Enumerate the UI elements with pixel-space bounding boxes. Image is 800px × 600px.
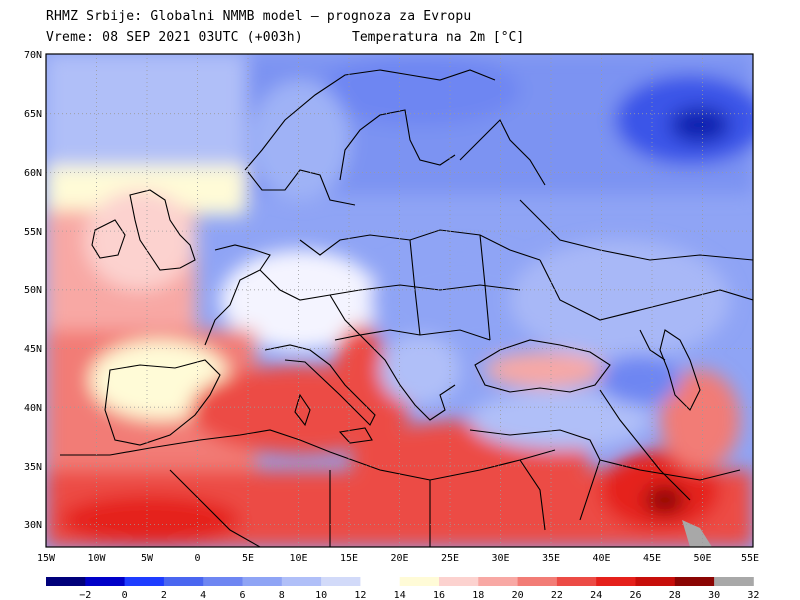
- lat-label: 30N: [24, 520, 42, 531]
- colorbar-swatch: [124, 577, 165, 586]
- colorbar-swatch: [321, 577, 361, 586]
- colorbar-swatch: [85, 577, 125, 586]
- colorbar-swatch: [517, 577, 558, 586]
- lon-label: 25E: [441, 553, 459, 564]
- colorbar-swatch: [674, 577, 715, 586]
- colorbar-label: 4: [200, 590, 206, 600]
- colorbar-label: 8: [279, 590, 285, 600]
- lon-label: 15E: [340, 553, 358, 564]
- colorbar-label: 32: [747, 590, 759, 600]
- lon-label: 55E: [741, 553, 759, 564]
- colorbar-swatch: [556, 577, 597, 586]
- colorbar-swatch: [242, 577, 283, 586]
- colorbar-swatch: [635, 577, 676, 586]
- lat-label: 50N: [24, 285, 42, 296]
- colorbar-label: 26: [629, 590, 641, 600]
- lon-label: 5E: [242, 553, 254, 564]
- lon-label: 0: [194, 553, 200, 564]
- colorbar-label: 22: [551, 590, 563, 600]
- colorbar-label: 6: [239, 590, 245, 600]
- colorbar-label: 2: [161, 590, 167, 600]
- colorbar-label: 24: [590, 590, 602, 600]
- lon-label: 40E: [592, 553, 610, 564]
- colorbar-swatch: [714, 577, 754, 586]
- variable-label: Temperatura na 2m [°C]: [352, 30, 525, 45]
- colorbar-swatch: [281, 577, 322, 586]
- colorbar-label: 30: [708, 590, 720, 600]
- colorbar-label: 28: [669, 590, 681, 600]
- lon-label: 35E: [542, 553, 560, 564]
- lon-label: 45E: [643, 553, 661, 564]
- lon-label: 20E: [390, 553, 408, 564]
- latitude-labels: 70N 65N 60N 55N 50N 45N 40N 35N 30N: [24, 50, 42, 531]
- colorbar-label: 0: [122, 590, 128, 600]
- colorbar-label: 14: [394, 590, 406, 600]
- colorbar-label: 20: [512, 590, 524, 600]
- colorbar-label: 18: [472, 590, 484, 600]
- colorbar-swatch: [439, 577, 479, 586]
- map-frame: [45, 53, 754, 548]
- lat-label: 60N: [24, 168, 42, 179]
- longitude-labels: 15W 10W 5W 0 5E 10E 15E 20E 25E 30E 35E …: [37, 553, 759, 564]
- lat-label: 65N: [24, 109, 42, 120]
- lon-label: 10W: [87, 553, 106, 564]
- map-title: RHMZ Srbije: Globalni NMMB model — progn…: [46, 9, 472, 24]
- lon-label: 50E: [693, 553, 711, 564]
- colorbar-swatch: [596, 577, 636, 586]
- temperature-field: [46, 54, 753, 547]
- lat-label: 55N: [24, 227, 42, 238]
- colorbar-label: 16: [433, 590, 445, 600]
- lat-label: 35N: [24, 462, 42, 473]
- lat-label: 40N: [24, 403, 42, 414]
- colorbar-label: 12: [354, 590, 366, 600]
- forecast-time: Vreme: 08 SEP 2021 03UTC (+003h): [46, 30, 303, 45]
- colorbar-swatch: [360, 577, 401, 586]
- lon-label: 30E: [491, 553, 509, 564]
- colorbar-swatch: [163, 577, 204, 586]
- lat-label: 70N: [24, 50, 42, 61]
- colorbar: −2 0 2 4 6 8 10 12 14 16 18 20 22 24 26 28 30 32: [46, 577, 759, 600]
- colorbar-swatch: [203, 577, 243, 586]
- colorbar-swatch: [399, 577, 440, 586]
- colorbar-label: 10: [315, 590, 327, 600]
- lat-label: 45N: [24, 344, 42, 355]
- lon-label: 10E: [289, 553, 307, 564]
- lon-label: 5W: [141, 553, 154, 564]
- colorbar-label: −2: [79, 590, 91, 600]
- colorbar-swatch: [478, 577, 518, 586]
- lon-label: 15W: [37, 553, 56, 564]
- colorbar-swatch: [46, 577, 86, 586]
